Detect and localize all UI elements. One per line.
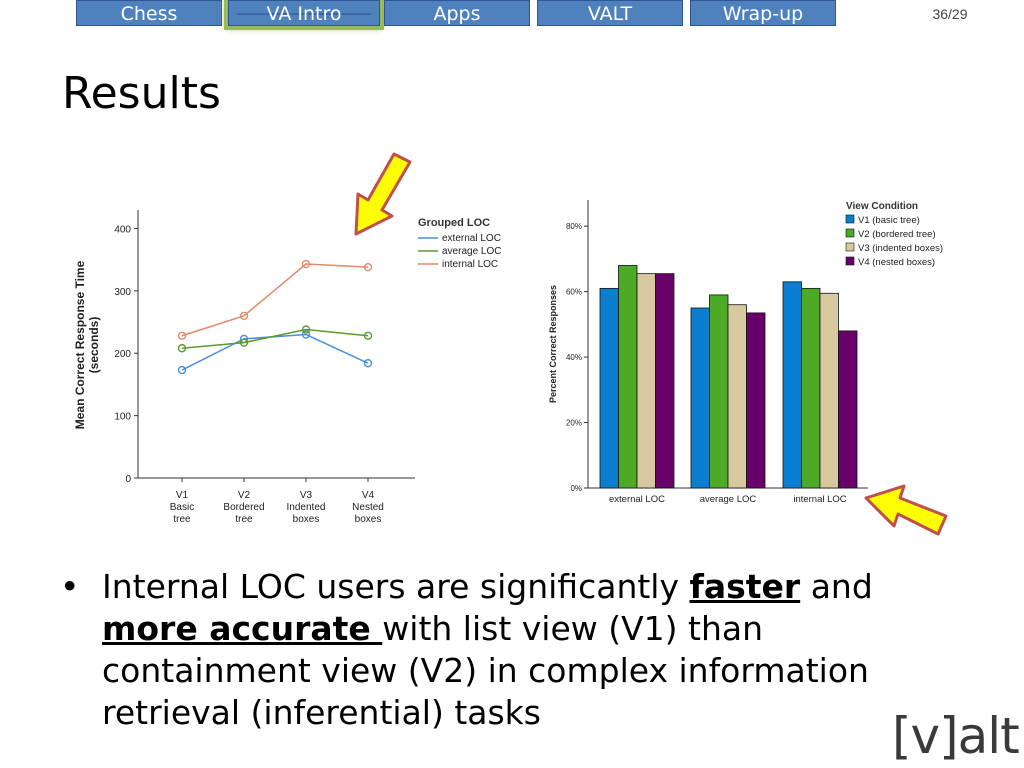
top-nav: Chess VA Intro Apps VALT Wrap-up 36/29 <box>0 0 1024 30</box>
y-tick-label: 80% <box>566 222 582 231</box>
tab-valt[interactable]: VALT <box>537 0 683 26</box>
x-tick-label: V2 Bordered tree <box>223 490 264 525</box>
tab-label: VA Intro <box>266 3 342 25</box>
y-axis-label: Mean Correct Response Time(seconds) <box>73 260 101 429</box>
series-line <box>181 333 369 371</box>
arrow-up-left-icon <box>864 484 948 536</box>
data-point <box>301 259 311 269</box>
tab-label: Chess <box>120 3 178 25</box>
y-tick-label: 100 <box>114 412 131 423</box>
x-tick-label: V1 Basic tree <box>170 490 194 525</box>
legend-label: V4 (nested boxes) <box>858 257 935 268</box>
legend-swatch <box>845 228 855 238</box>
bar <box>801 287 821 489</box>
legend-label: V3 (indented boxes) <box>858 243 943 254</box>
bullet-emphasis-faster: faster <box>689 567 801 606</box>
tab-wrap-up[interactable]: Wrap-up <box>690 0 836 26</box>
y-tick-label: 0 <box>125 474 131 485</box>
bullet-list: • Internal LOC users are significantly f… <box>60 566 940 734</box>
data-point <box>177 365 187 375</box>
tab-apps[interactable]: Apps <box>384 0 530 26</box>
bullet-text: Internal LOC users are significantly <box>102 567 690 606</box>
data-point <box>177 344 187 353</box>
bar <box>618 265 638 489</box>
x-tick-label: V4 Nested boxes <box>352 490 384 525</box>
tab-active-marker <box>237 13 371 15</box>
legend-label: V1 (basic tree) <box>858 215 920 226</box>
bullet-emphasis-accurate: more accurate <box>102 609 383 648</box>
legend-title: View Condition <box>846 201 918 212</box>
bar <box>782 281 802 489</box>
x-tick-label: internal LOC <box>793 494 846 505</box>
data-point <box>301 330 311 339</box>
legend-swatch <box>845 242 855 252</box>
bar <box>727 304 747 489</box>
bar <box>746 312 766 489</box>
bullet-text: with list view (V1) than containment vie… <box>102 609 869 732</box>
tab-label: VALT <box>587 3 633 25</box>
data-point <box>363 359 373 368</box>
legend-label: internal LOC <box>442 259 498 270</box>
series-line <box>181 328 369 349</box>
slide-title: Results <box>62 68 221 119</box>
data-point <box>239 338 249 347</box>
tab-va-intro[interactable]: VA Intro <box>224 0 384 30</box>
y-tick-label: 400 <box>114 224 131 235</box>
x-tick-label: V3 Indented boxes <box>287 490 326 525</box>
legend-swatch <box>845 256 855 266</box>
series-line <box>181 263 369 337</box>
tab-chess[interactable]: Chess <box>76 0 222 26</box>
bullet-text: and <box>800 567 873 606</box>
arrow-down-left-icon <box>354 152 412 236</box>
legend-label: external LOC <box>442 233 501 244</box>
y-tick-label: 20% <box>566 419 582 428</box>
data-point <box>301 325 311 334</box>
bar <box>838 330 858 489</box>
bar <box>690 307 710 489</box>
y-tick-label: 60% <box>566 288 582 297</box>
data-point <box>177 331 187 340</box>
bar <box>819 292 839 489</box>
bullet-item: Internal LOC users are significantly fas… <box>102 566 940 734</box>
legend-label: V2 (bordered tree) <box>858 229 936 240</box>
legend-label: average LOC <box>442 246 501 257</box>
x-tick-label: external LOC <box>609 494 665 505</box>
data-point <box>363 331 373 340</box>
y-tick-label: 200 <box>114 349 131 360</box>
x-tick-label: average LOC <box>700 494 757 505</box>
bar <box>709 294 729 489</box>
bar <box>599 287 619 489</box>
bar <box>636 273 656 489</box>
y-axis-label: Percent Correct Responses <box>548 285 558 403</box>
valt-logo: [v]alt <box>892 707 1020 765</box>
page-number: 36/29 <box>932 6 968 22</box>
data-point <box>363 262 373 272</box>
line-chart: 0 100 200 300 400 V1 Basic tree V2 Bordered tree V3… <box>73 210 501 525</box>
y-tick-label: 300 <box>114 287 131 298</box>
tab-label: Wrap-up <box>722 3 804 25</box>
y-tick-label: 0% <box>570 484 582 493</box>
data-point <box>239 311 249 321</box>
y-tick-label: 40% <box>566 353 582 362</box>
bar <box>655 273 675 489</box>
legend-swatch <box>845 214 855 224</box>
bar-chart: 0% 20% 40% 60% 80% Percent Correct Responses e… <box>548 200 943 505</box>
bullet-dot: • <box>60 567 80 606</box>
tab-label: Apps <box>433 3 481 25</box>
legend-title: Grouped LOC <box>418 217 490 229</box>
